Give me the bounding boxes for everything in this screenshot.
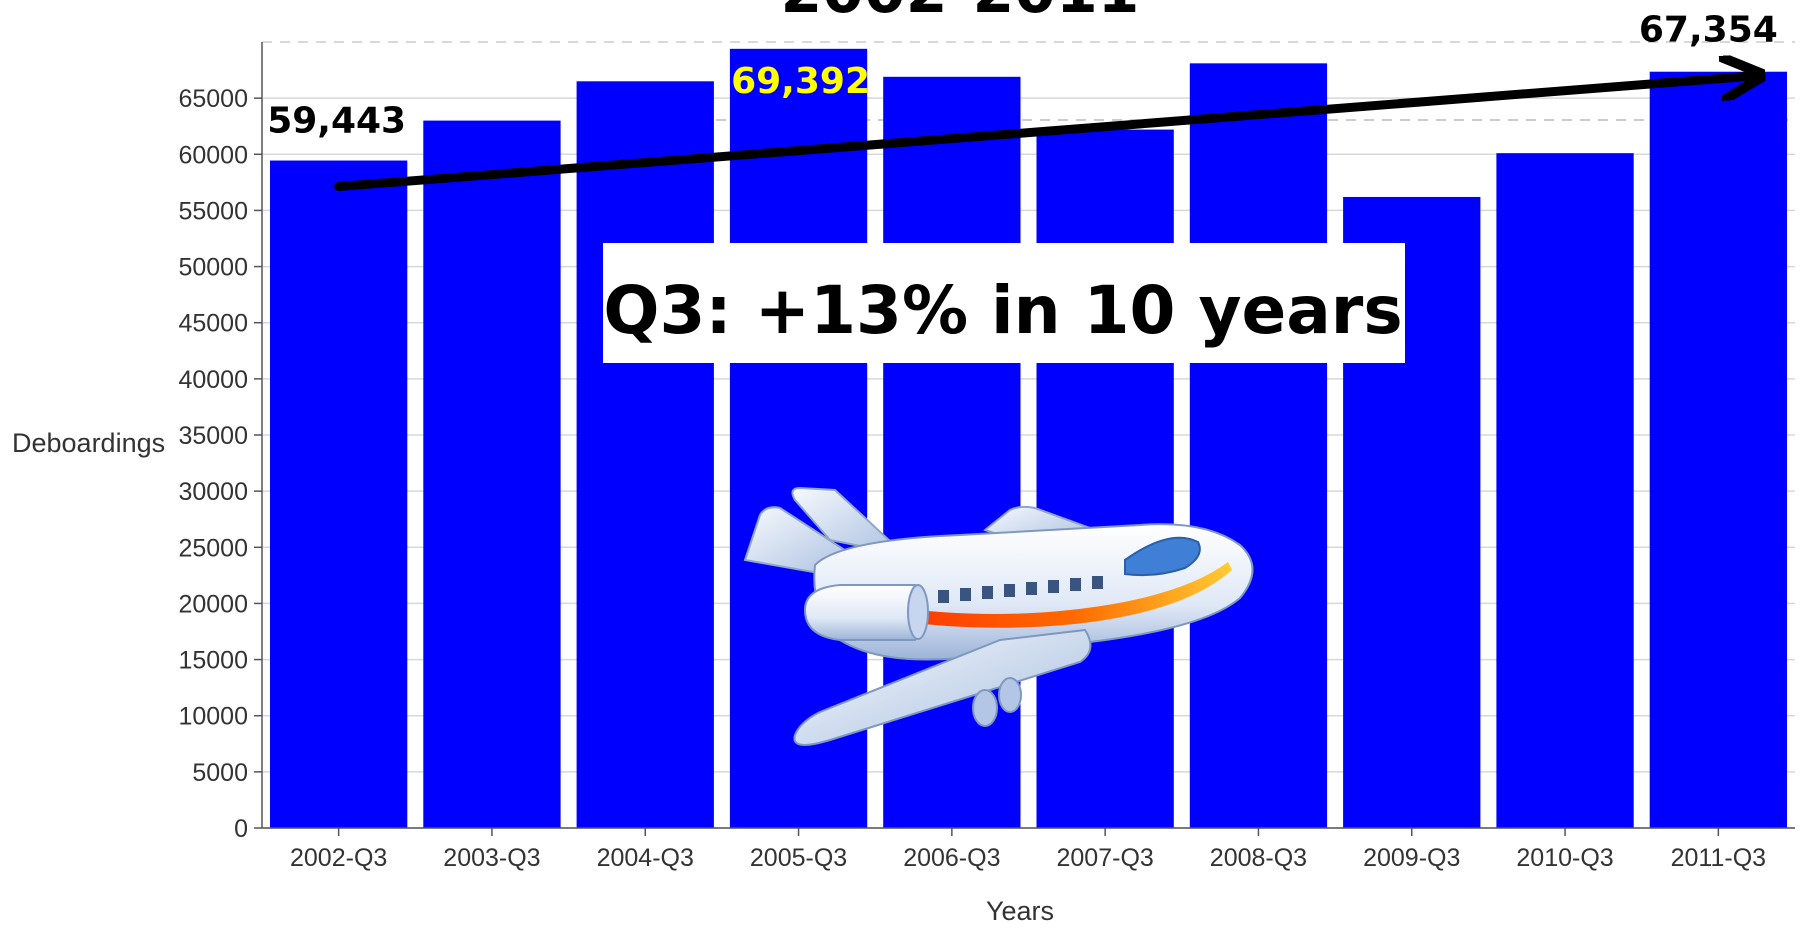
y-axis-title: Deboardings (12, 428, 165, 458)
value-annotations: 59,443 69,392 67,354 (267, 10, 1778, 142)
x-tick-label-2010-Q3: 2010-Q3 (1516, 844, 1613, 872)
y-tick-label-6: 30000 (178, 478, 248, 506)
y-tick-label-7: 35000 (178, 422, 248, 450)
y-tick-label-10: 50000 (178, 254, 248, 282)
y-tick-label-12: 60000 (178, 141, 248, 169)
y-tick-label-1: 5000 (192, 759, 248, 787)
trend-arrow (334, 76, 1757, 192)
y-tick-label-11: 55000 (178, 197, 248, 225)
x-tick-label-2011-Q3: 2011-Q3 (1671, 844, 1766, 872)
x-tick-label-2007-Q3: 2007-Q3 (1057, 844, 1154, 872)
bar-2011-Q3 (1649, 71, 1787, 828)
y-tick-label-5: 25000 (178, 534, 248, 562)
x-axis-title: Years (986, 896, 1054, 926)
x-tick-label-2005-Q3: 2005-Q3 (750, 844, 847, 872)
annotation-2011-Q3: 67,354 (1639, 10, 1778, 51)
bar-2003-Q3 (423, 120, 561, 829)
x-tick-label-2006-Q3: 2006-Q3 (903, 844, 1000, 872)
annotation-2005-Q3: 69,392 (731, 61, 870, 102)
x-tick-label-2003-Q3: 2003-Q3 (443, 844, 540, 872)
bar-2007-Q3 (1036, 129, 1174, 828)
y-tick-label-13: 65000 (178, 85, 248, 113)
y-tick-labels: 0 5000 10000 15000 20000 25000 30000 35000 40000… (178, 85, 262, 843)
x-tick-label-2009-Q3: 2009-Q3 (1363, 844, 1460, 872)
bars (270, 48, 1787, 829)
headline-box: Q3: +13% in 10 years (603, 243, 1405, 363)
y-tick-label-3: 15000 (178, 647, 248, 675)
y-tick-label-9: 45000 (178, 310, 248, 338)
airplane-icon (743, 486, 1254, 746)
bar-2010-Q3 (1496, 153, 1634, 829)
x-tick-label-2002-Q3: 2002-Q3 (290, 844, 387, 872)
bar-2002-Q3 (270, 160, 408, 828)
x-tick-labels: 2002-Q3 2003-Q3 2004-Q3 2005-Q3 2006-Q3 2007-… (290, 828, 1766, 872)
y-tick-label-8: 40000 (178, 366, 248, 394)
chart-title: 2002-2011 (781, 0, 1140, 27)
y-tick-label-0: 0 (234, 815, 248, 843)
y-tick-label-2: 10000 (178, 703, 248, 731)
bar-2005-Q3 (729, 48, 868, 829)
y-tick-label-4: 20000 (178, 590, 248, 618)
bar-2008-Q3 (1189, 63, 1328, 828)
bar-2004-Q3 (576, 81, 714, 829)
headline-text: Q3: +13% in 10 years (603, 272, 1402, 349)
x-tick-label-2008-Q3: 2008-Q3 (1210, 844, 1307, 872)
annotation-2002-Q3: 59,443 (267, 101, 406, 142)
x-tick-label-2004-Q3: 2004-Q3 (597, 844, 694, 872)
